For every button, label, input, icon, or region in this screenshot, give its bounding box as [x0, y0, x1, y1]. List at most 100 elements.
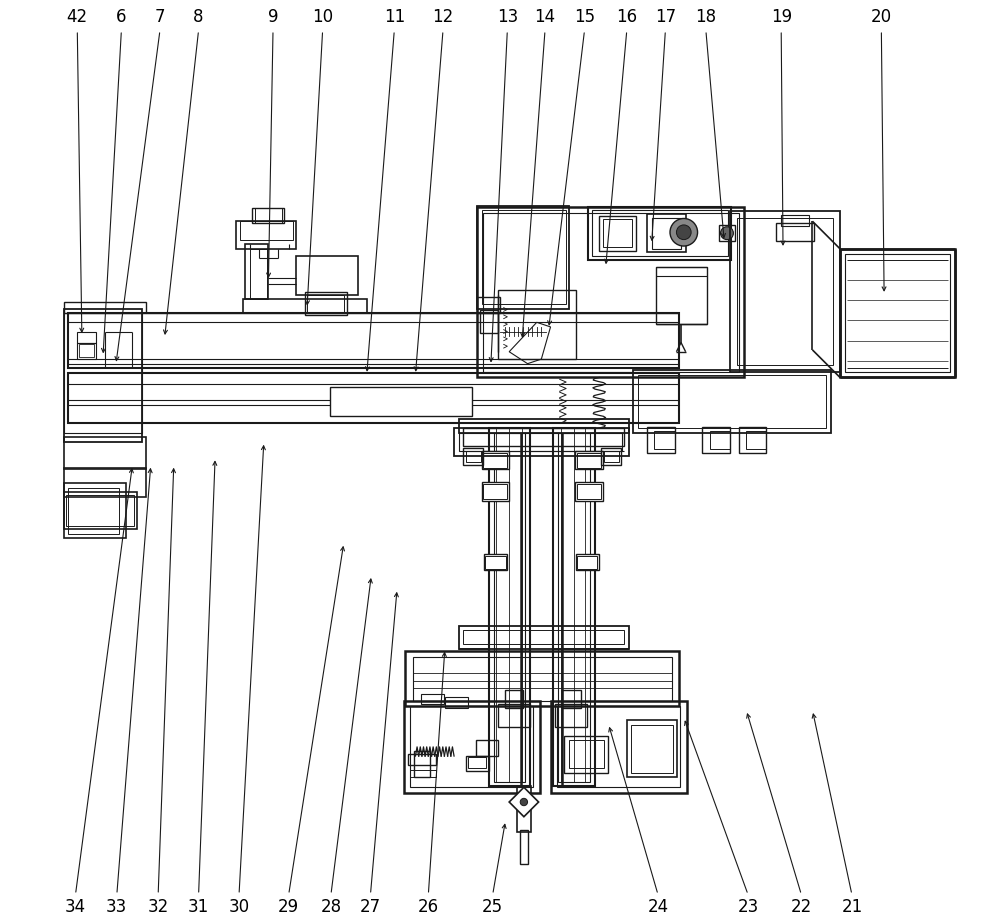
Bar	[494, 432, 525, 782]
Bar	[485, 556, 506, 569]
Bar	[482, 451, 509, 469]
Bar	[454, 428, 629, 455]
Text: 29: 29	[278, 899, 299, 916]
Bar	[482, 210, 566, 304]
Bar	[445, 697, 468, 708]
Bar	[68, 372, 679, 423]
Bar	[633, 370, 831, 432]
Text: 33: 33	[106, 899, 127, 916]
Bar	[498, 703, 530, 727]
Bar	[330, 386, 472, 416]
Bar	[730, 211, 840, 372]
Bar	[421, 694, 444, 703]
Bar	[79, 345, 94, 357]
Text: 17: 17	[655, 8, 676, 27]
Bar	[480, 311, 498, 334]
Bar	[296, 256, 358, 295]
Bar	[781, 215, 809, 226]
Bar	[654, 431, 675, 449]
Circle shape	[670, 219, 698, 246]
Bar	[575, 451, 603, 469]
Bar	[577, 453, 601, 467]
Text: 8: 8	[193, 8, 204, 27]
Bar	[845, 254, 950, 372]
Bar	[647, 427, 675, 453]
Bar	[64, 313, 142, 432]
Bar	[459, 625, 629, 648]
Text: 19: 19	[771, 8, 792, 27]
Text: 20: 20	[871, 8, 892, 27]
Bar	[410, 770, 436, 777]
Bar	[64, 467, 146, 497]
Bar	[577, 484, 601, 499]
Text: 25: 25	[482, 899, 503, 916]
Text: 6: 6	[116, 8, 127, 27]
Bar	[588, 207, 731, 260]
Bar	[414, 751, 430, 777]
Bar	[604, 451, 619, 462]
Circle shape	[676, 225, 691, 240]
Bar	[603, 219, 632, 247]
Bar	[476, 739, 498, 756]
Bar	[551, 701, 687, 793]
Text: 14: 14	[534, 8, 556, 27]
Bar	[240, 221, 293, 240]
Bar	[468, 757, 486, 768]
Bar	[410, 706, 533, 787]
Bar	[307, 295, 344, 313]
Bar	[77, 343, 96, 359]
Bar	[459, 419, 629, 432]
Polygon shape	[840, 249, 955, 377]
Bar	[739, 427, 766, 453]
Text: 15: 15	[574, 8, 595, 27]
Bar	[601, 448, 621, 465]
Bar	[746, 431, 766, 449]
Text: 22: 22	[791, 899, 812, 916]
Bar	[562, 690, 581, 708]
Circle shape	[721, 227, 733, 240]
Text: 12: 12	[432, 8, 454, 27]
Text: 42: 42	[67, 8, 88, 27]
Bar	[64, 437, 146, 469]
Bar	[64, 302, 146, 313]
Bar	[599, 216, 636, 251]
Bar	[652, 218, 681, 249]
Bar	[245, 244, 268, 300]
Bar	[576, 554, 599, 571]
Bar	[656, 267, 707, 325]
Bar	[408, 754, 436, 765]
Bar	[517, 786, 531, 833]
Bar	[305, 292, 347, 315]
Bar	[404, 701, 540, 793]
Bar	[68, 313, 679, 368]
Text: 16: 16	[616, 8, 637, 27]
Text: 31: 31	[188, 899, 209, 916]
Text: 18: 18	[695, 8, 716, 27]
Bar	[638, 374, 826, 428]
Bar	[575, 482, 603, 501]
Bar	[64, 309, 142, 442]
Text: 11: 11	[384, 8, 405, 27]
Bar	[477, 207, 744, 377]
Bar	[557, 706, 680, 787]
Circle shape	[520, 798, 528, 806]
Bar	[569, 740, 604, 768]
Bar	[564, 736, 608, 773]
Text: 7: 7	[155, 8, 165, 27]
Bar	[737, 218, 833, 364]
Bar	[66, 495, 134, 526]
Bar	[520, 830, 528, 865]
Text: 13: 13	[497, 8, 518, 27]
Bar	[477, 206, 569, 309]
Bar	[592, 210, 728, 256]
Bar	[489, 428, 530, 786]
Text: 21: 21	[841, 899, 863, 916]
Bar	[776, 223, 814, 242]
Bar	[555, 703, 587, 727]
Bar	[627, 720, 677, 777]
Text: 32: 32	[148, 899, 169, 916]
Bar	[466, 756, 489, 771]
Bar	[405, 651, 679, 706]
Bar	[498, 290, 576, 359]
Bar	[466, 451, 481, 462]
